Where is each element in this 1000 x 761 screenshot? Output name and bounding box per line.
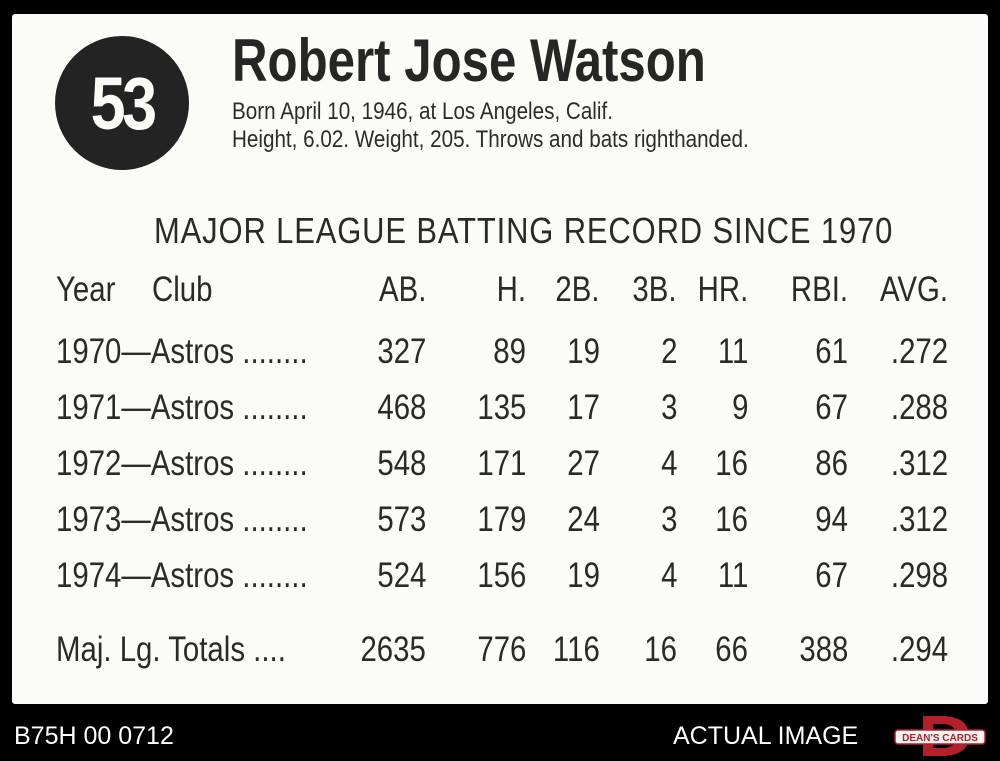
bio-birth: Born April 10, 1946, at Los Angeles, Cal… [232,98,613,125]
row-hr: 9 [731,388,748,427]
totals-rbi: 388 [798,630,848,669]
table-row: 1970—Astros ........ 327 89 19 2 11 61 .… [12,332,988,376]
row-hr: 11 [717,332,748,371]
row-team: 1974—Astros ........ [56,556,308,595]
totals-row: Maj. Lg. Totals .... 2635 776 116 16 66 … [12,630,988,674]
header-year: Year [56,270,116,309]
header-3b: 3B. [632,270,677,309]
row-rbi: 86 [815,444,848,483]
row-2b: 19 [567,556,600,595]
row-hr: 16 [715,444,748,483]
logo-d-shape [923,716,969,756]
row-avg: .272 [890,332,948,371]
header-hr: HR. [697,270,748,309]
totals-2b: 116 [553,630,600,669]
row-team: 1972—Astros ........ [56,444,308,483]
bio-physical: Height, 6.02. Weight, 205. Throws and ba… [232,126,749,153]
player-name: Robert Jose Watson [232,27,706,94]
totals-3b: 16 [644,630,677,669]
totals-h: 776 [476,630,526,669]
row-ab: 468 [376,388,426,427]
row-h: 179 [476,500,526,539]
row-3b: 2 [660,332,677,371]
header-h: H. [496,270,526,309]
row-team: 1970—Astros ........ [56,332,308,371]
row-avg: .298 [890,556,948,595]
header-avg: AVG. [879,270,948,309]
deans-cards-logo: DEAN'S CARDS [894,716,986,756]
totals-ab: 2635 [360,630,426,669]
header-club: Club [152,270,213,309]
row-2b: 17 [567,388,600,427]
header-rbi: RBI. [790,270,848,309]
row-3b: 3 [660,388,677,427]
table-row: 1973—Astros ........ 573 179 24 3 16 94 … [12,500,988,544]
totals-avg: .294 [890,630,948,669]
row-h: 171 [476,444,526,483]
totals-hr: 66 [715,630,748,669]
row-avg: .312 [890,500,948,539]
record-title: MAJOR LEAGUE BATTING RECORD SINCE 1970 [154,210,894,251]
header-2b: 2B. [555,270,600,309]
row-team: 1971—Astros ........ [56,388,308,427]
card-back: 53 Robert Jose Watson Born April 10, 194… [12,14,988,704]
table-row: 1971—Astros ........ 468 135 17 3 9 67 .… [12,388,988,432]
totals-label: Maj. Lg. Totals .... [56,630,286,669]
row-3b: 4 [660,556,677,595]
row-3b: 4 [660,444,677,483]
logo-banner [894,729,986,745]
actual-image-label: ACTUAL IMAGE [673,722,859,750]
row-avg: .312 [890,444,948,483]
row-2b: 19 [567,332,600,371]
row-ab: 548 [376,444,426,483]
row-3b: 3 [660,500,677,539]
row-2b: 27 [567,444,600,483]
row-rbi: 94 [815,500,848,539]
row-ab: 327 [376,332,426,371]
row-avg: .288 [890,388,948,427]
row-ab: 573 [376,500,426,539]
row-rbi: 67 [815,388,848,427]
row-hr: 16 [715,500,748,539]
table-row: 1974—Astros ........ 524 156 19 4 11 67 … [12,556,988,600]
header-ab: AB. [378,270,426,309]
table-header-row: Year Club AB. H. 2B. 3B. HR. RBI. AVG. [12,270,988,314]
row-rbi: 67 [815,556,848,595]
row-team: 1973—Astros ........ [56,500,308,539]
inventory-id: B75H 00 0712 [14,722,174,750]
logo-text: DEAN'S CARDS [902,733,978,744]
table-row: 1972—Astros ........ 548 171 27 4 16 86 … [12,444,988,488]
row-h: 89 [493,332,526,371]
row-rbi: 61 [815,332,848,371]
card-number-badge: 53 [55,36,189,170]
row-h: 156 [476,556,526,595]
row-ab: 524 [376,556,426,595]
card-number: 53 [90,61,157,145]
row-hr: 11 [717,556,748,595]
row-2b: 24 [567,500,600,539]
row-h: 135 [476,388,526,427]
